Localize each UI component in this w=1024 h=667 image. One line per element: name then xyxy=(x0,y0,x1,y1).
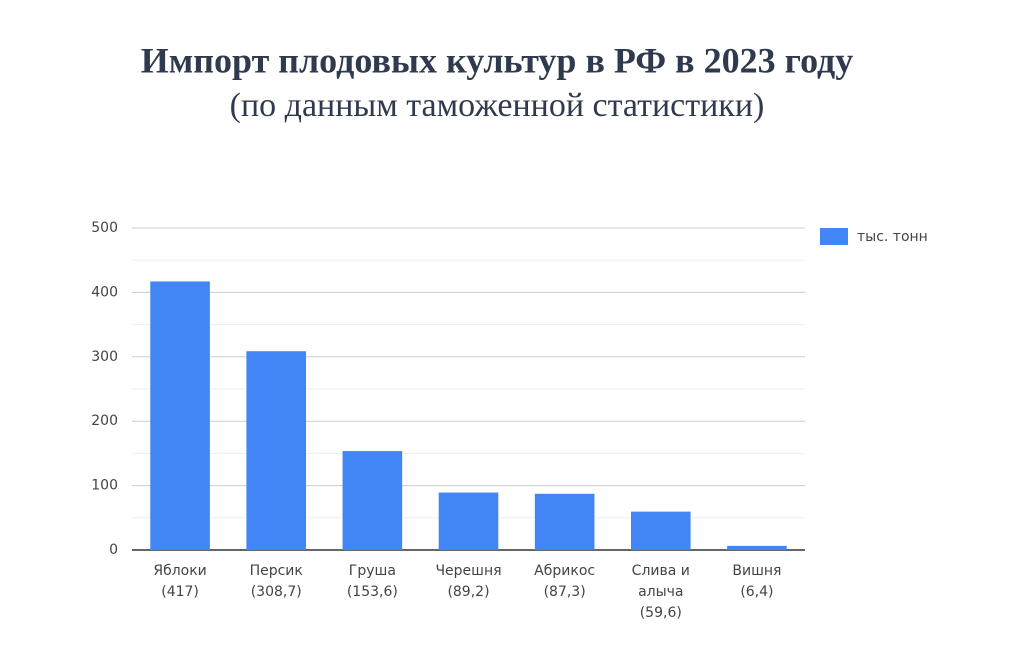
bar xyxy=(246,351,307,550)
x-tick-label: алыча xyxy=(638,584,683,600)
x-tick-label: (6,4) xyxy=(740,584,773,600)
bar xyxy=(727,545,787,550)
x-tick-label: Черешня xyxy=(435,563,501,579)
x-tick-label: (153,6) xyxy=(347,584,398,600)
bar xyxy=(534,493,595,550)
bar xyxy=(150,281,210,550)
legend-label: тыс. тонн xyxy=(857,229,928,245)
bar xyxy=(438,492,499,550)
x-tick-label: (89,2) xyxy=(447,584,489,600)
bar xyxy=(630,511,691,550)
x-tick-label: (417) xyxy=(161,584,199,600)
y-tick-label: 400 xyxy=(91,284,118,300)
x-tick-label: Груша xyxy=(349,563,396,579)
x-tick-label: Персик xyxy=(250,563,303,579)
legend-swatch xyxy=(820,228,848,245)
y-tick-label: 0 xyxy=(109,542,118,558)
x-tick-label: (87,3) xyxy=(544,584,586,600)
bar xyxy=(342,451,403,550)
y-tick-label: 100 xyxy=(91,478,118,494)
chart-subtitle: (по данным таможенной статистики) xyxy=(230,87,765,124)
x-tick-label: Вишня xyxy=(732,563,781,579)
y-tick-label: 200 xyxy=(91,413,118,429)
x-tick-label: Слива и xyxy=(632,563,690,579)
x-tick-label: (59,6) xyxy=(640,605,682,621)
y-tick-label: 500 xyxy=(91,220,118,236)
y-tick-label: 300 xyxy=(91,349,118,365)
x-tick-label: Яблоки xyxy=(153,563,206,579)
chart-title: Импорт плодовых культур в РФ в 2023 году xyxy=(141,40,854,80)
x-tick-label: (308,7) xyxy=(251,584,302,600)
x-tick-label: Абрикос xyxy=(534,563,595,579)
